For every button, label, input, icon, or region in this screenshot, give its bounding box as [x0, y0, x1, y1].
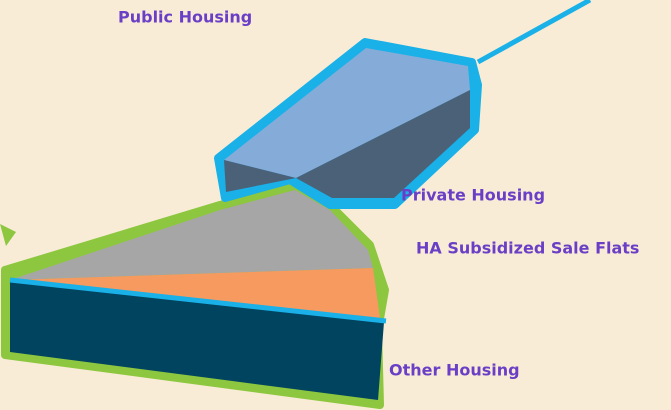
label: Other Housing: [389, 361, 520, 380]
lower-wedge: [1, 181, 389, 409]
dark-side: [10, 280, 384, 400]
leader-line: [476, 0, 592, 65]
side-face: [224, 160, 296, 192]
side-face: [296, 90, 470, 198]
orange-face: [10, 268, 380, 318]
label: HA Subsidized Sale Flats: [416, 239, 639, 258]
arrow: [0, 224, 16, 246]
label: Private Housing: [401, 186, 545, 205]
edge-line: [9, 277, 387, 324]
gray-face: [10, 190, 373, 280]
top-face: [224, 48, 470, 178]
label: Public Housing: [118, 8, 252, 27]
upper-wedge: [214, 38, 482, 209]
